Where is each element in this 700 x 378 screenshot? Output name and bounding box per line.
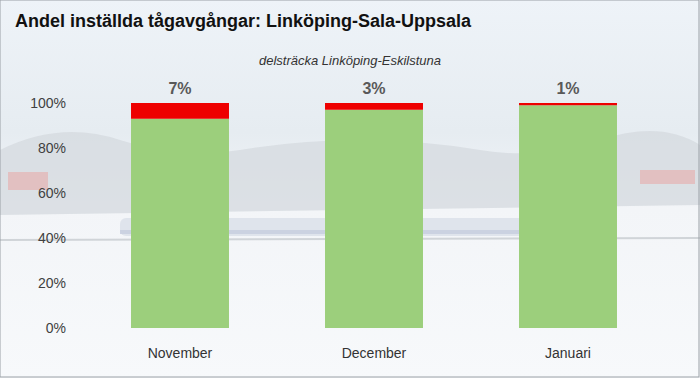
x-tick-label: November xyxy=(148,345,213,361)
y-tick-label: 40% xyxy=(38,230,66,246)
subtitle: delsträcka Linköping-Eskilstuna xyxy=(259,53,441,68)
bar-segment xyxy=(519,103,617,105)
bar-segment xyxy=(325,103,423,110)
data-label: 3% xyxy=(362,80,385,97)
y-tick-label: 0% xyxy=(46,320,66,336)
bar-segment xyxy=(131,119,229,328)
bar-segment xyxy=(325,110,423,328)
frame xyxy=(0,0,699,377)
data-label: 7% xyxy=(168,80,191,97)
data-label: 1% xyxy=(556,80,579,97)
background xyxy=(0,0,700,378)
y-tick-label: 20% xyxy=(38,275,66,291)
y-tick-label: 60% xyxy=(38,185,66,201)
y-tick-label: 100% xyxy=(30,95,66,111)
title: Andel inställda tågavgångar: Linköping-S… xyxy=(15,11,472,31)
bar-segment xyxy=(519,105,617,328)
bar-segment xyxy=(131,103,229,119)
y-tick-label: 80% xyxy=(38,140,66,156)
x-tick-label: December xyxy=(342,345,407,361)
chart: Andel inställda tågavgångar: Linköping-S… xyxy=(0,0,700,378)
background-house xyxy=(640,170,695,184)
x-tick-label: Januari xyxy=(545,345,591,361)
bars xyxy=(131,103,617,328)
